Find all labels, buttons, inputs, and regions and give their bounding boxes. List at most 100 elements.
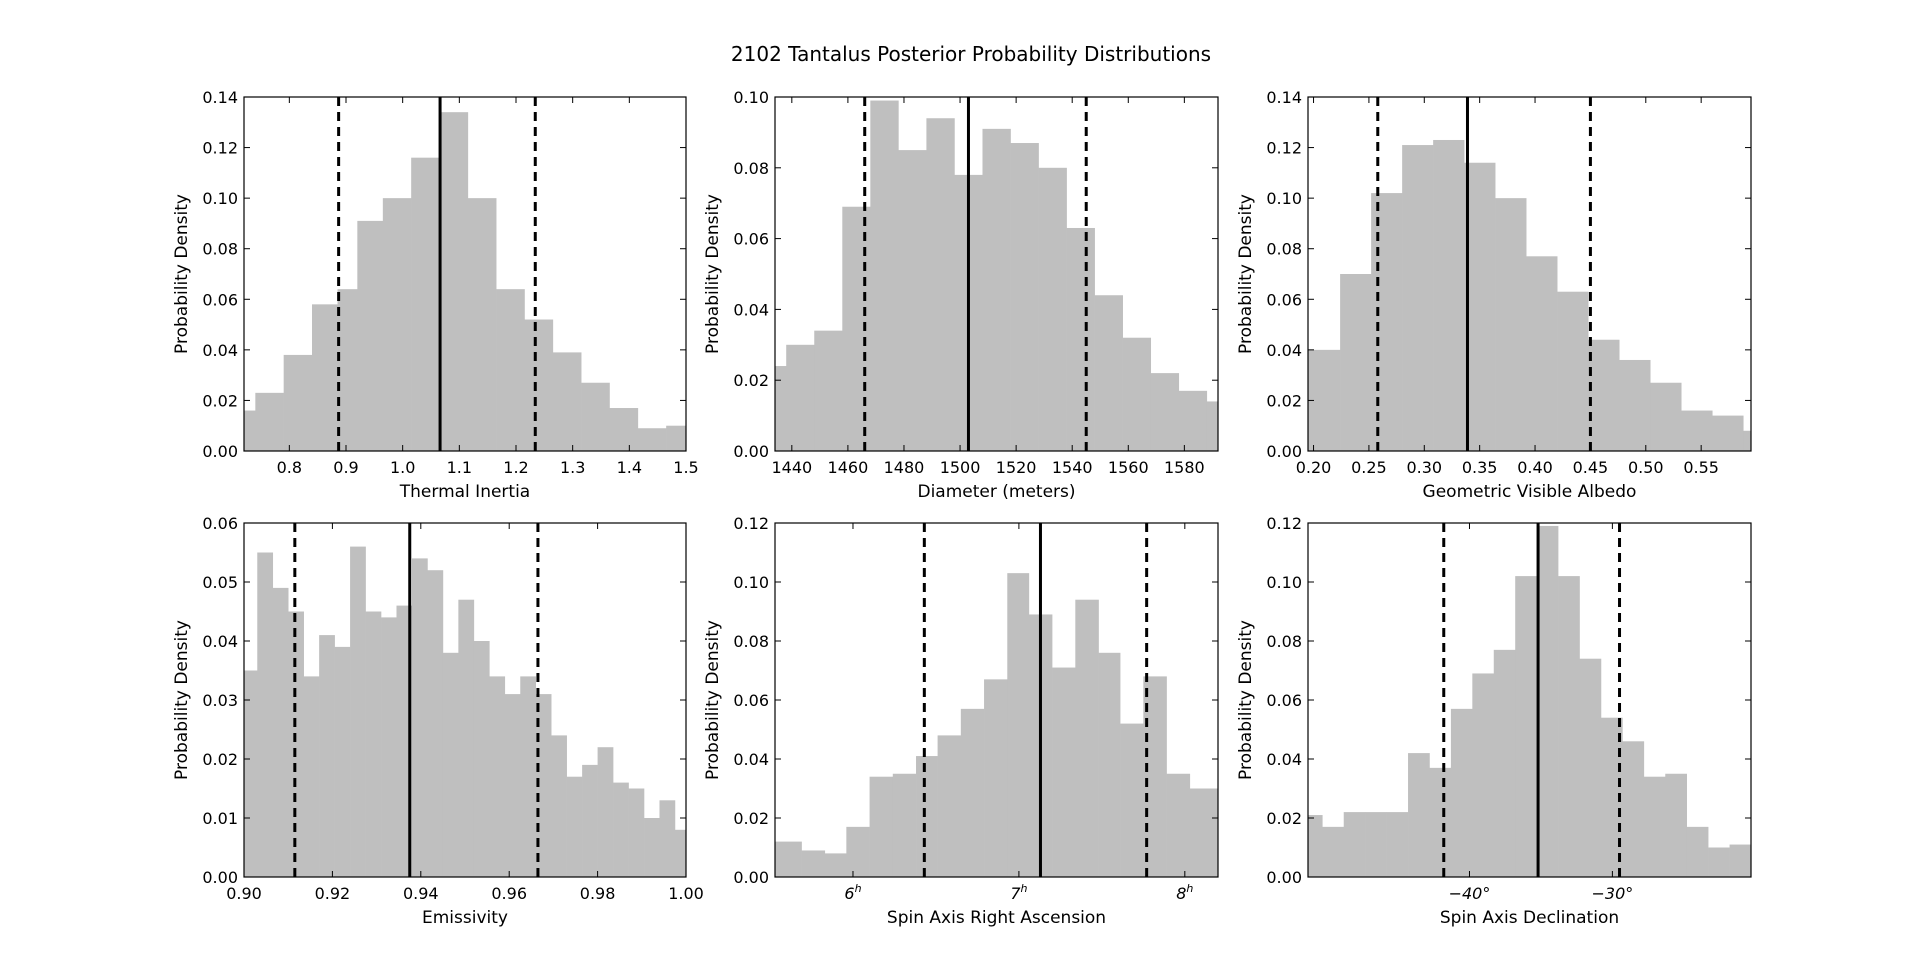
histogram-bar (814, 330, 843, 451)
histogram-bar (473, 641, 490, 877)
histogram-bar (1712, 415, 1744, 451)
histogram-bar (1340, 274, 1372, 451)
histogram-bar (597, 747, 614, 877)
plot-frame (243, 96, 687, 452)
histogram-bar (937, 735, 962, 877)
histogram-bar (1536, 525, 1559, 877)
histogram-bar (312, 304, 338, 451)
y-tick-label: 0.06 (202, 514, 238, 533)
histogram-bar (1650, 382, 1682, 451)
x-axis-label: Geometric Visible Albedo (1423, 482, 1637, 502)
histogram-bar (870, 100, 899, 451)
y-tick-label: 0.00 (1266, 868, 1302, 887)
histogram-bar (1343, 812, 1366, 877)
x-tick-label: 0.96 (491, 884, 527, 903)
y-tick-label: 0.04 (733, 750, 769, 769)
histogram-bar (1075, 599, 1099, 877)
histogram-bar (411, 558, 428, 877)
x-tick-label: 6h (844, 882, 861, 903)
y-tick-label: 0.08 (733, 632, 769, 651)
y-axis-label: Probability Density (172, 194, 192, 354)
x-axis-label: Diameter (meters) (917, 482, 1075, 502)
histogram-bar (1743, 430, 1752, 451)
y-axis-label: Probability Density (703, 620, 723, 780)
y-tick-label: 0.10 (1266, 573, 1302, 592)
y-tick-label: 0.00 (202, 868, 238, 887)
histogram-bar (1665, 773, 1687, 877)
y-tick-label: 0.10 (202, 189, 238, 208)
histogram-bar (1588, 339, 1620, 451)
histogram-bar (1515, 576, 1537, 877)
histogram-bar (427, 570, 444, 877)
y-tick-label: 0.04 (733, 300, 769, 319)
histogram-bar (566, 776, 583, 877)
y-tick-label: 0.06 (1266, 290, 1302, 309)
histogram-bar (984, 679, 1008, 877)
y-tick-label: 0.12 (202, 139, 238, 158)
x-tick-label: 0.30 (1406, 458, 1442, 477)
x-tick-label: 0.35 (1462, 458, 1498, 477)
histogram-bar (1098, 652, 1121, 877)
y-tick-label: 0.08 (1266, 240, 1302, 259)
histogram-bar (1429, 767, 1452, 877)
y-tick-label: 0.04 (1266, 750, 1302, 769)
y-tick-label: 0.12 (733, 514, 769, 533)
y-tick-label: 0.05 (202, 573, 238, 592)
histogram-bar (303, 676, 320, 877)
histogram-bar (1600, 717, 1623, 877)
histogram-bar (1472, 673, 1495, 877)
histogram-bar (1038, 167, 1067, 452)
x-tick-label: 1.4 (617, 458, 642, 477)
histogram-bar (337, 289, 358, 451)
y-axis-label: Probability Density (172, 620, 192, 780)
x-tick-label-unit: ° (1625, 884, 1633, 903)
histogram-bar (1308, 815, 1323, 877)
histogram-bar (411, 157, 440, 451)
x-tick-label: 8h (1176, 882, 1193, 903)
histogram-bar (1371, 193, 1403, 452)
x-tick-label: −30° (1592, 884, 1634, 903)
histogram-bar (613, 782, 629, 877)
y-axis-label: Probability Density (1236, 194, 1256, 354)
histogram-bar (1322, 826, 1345, 877)
y-tick-label: 0.12 (1266, 139, 1302, 158)
y-tick-label: 0.02 (733, 809, 769, 828)
histogram-bar (1386, 812, 1409, 877)
y-tick-label: 0.06 (202, 290, 238, 309)
y-tick-label: 0.06 (733, 691, 769, 710)
histogram-bar (458, 599, 475, 877)
x-tick-label: 0.50 (1628, 458, 1664, 477)
histogram-bar (898, 150, 927, 451)
y-tick-label: 0.01 (202, 809, 238, 828)
histogram-bar (552, 352, 582, 451)
y-tick-label: 0.10 (733, 573, 769, 592)
histogram-bar (439, 112, 469, 452)
x-tick-label: 0.94 (403, 884, 439, 903)
histogram-bar (551, 735, 567, 877)
histogram-bar (244, 410, 256, 451)
histogram-bar (1402, 145, 1434, 452)
histogram-bar (674, 829, 687, 877)
x-tick-label: 0.40 (1517, 458, 1553, 477)
histogram-bar (916, 756, 938, 877)
histogram-bar (926, 118, 955, 452)
y-tick-label: 0.14 (1266, 88, 1302, 107)
histogram-bar (1526, 256, 1558, 451)
y-tick-label: 0.02 (733, 371, 769, 390)
y-axis-label: Probability Density (703, 194, 723, 354)
histogram-bar (272, 587, 289, 877)
x-tick-label: 0.8 (277, 458, 302, 477)
plot-frame (1307, 96, 1752, 452)
histogram-bar (1708, 847, 1730, 877)
histogram-bar (257, 552, 274, 877)
x-tick-label: 1.1 (447, 458, 472, 477)
x-axis-label: Spin Axis Declination (1440, 908, 1619, 928)
x-axis-label: Emissivity (422, 908, 508, 928)
x-tick-label: 0.90 (226, 884, 262, 903)
histogram-bar (1622, 741, 1645, 877)
histogram-bar (644, 818, 660, 877)
histogram-bar (1408, 753, 1430, 877)
histogram-bar (659, 800, 676, 877)
x-tick-label: 1460 (828, 458, 869, 477)
